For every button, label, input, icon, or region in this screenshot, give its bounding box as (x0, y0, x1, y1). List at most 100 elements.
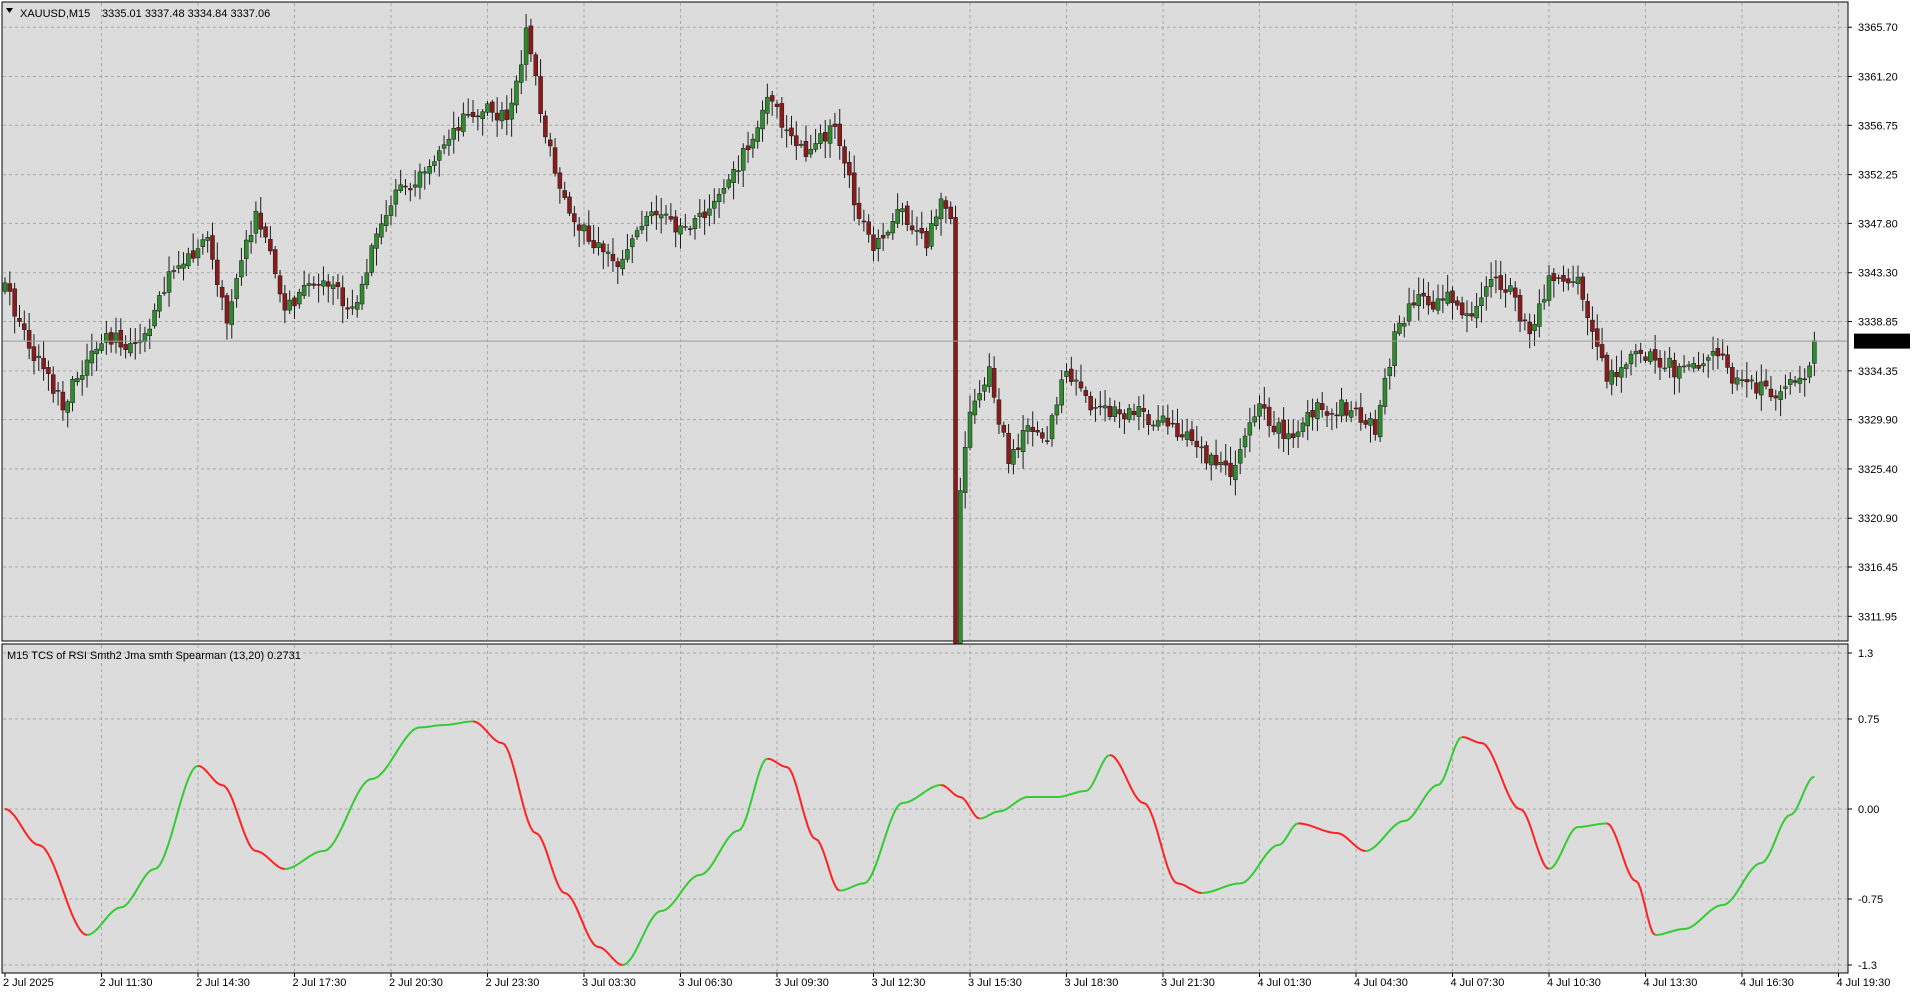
bear-candle-body (996, 399, 1002, 425)
candle (1170, 410, 1175, 428)
time-axis[interactable]: 2 Jul 2025 2 Jul 11:30 2 Jul 14:30 2 Jul 17… (3, 973, 1890, 989)
x-tick-label: 3 Jul 15:30 (968, 977, 1022, 989)
candle (687, 225, 693, 236)
x-tick-label: 4 Jul 19:30 (1837, 977, 1891, 989)
bear-candle-body (769, 95, 775, 102)
candle (1498, 260, 1503, 300)
price-axis[interactable]: 3365.70 3361.20 3356.75 3352.25 3347.80 3343.… (1848, 22, 1898, 623)
bear-candle-body (1344, 402, 1349, 416)
bull-candle-body (75, 378, 80, 383)
candle (1146, 409, 1151, 435)
bear-candle-body (504, 109, 510, 120)
candle (142, 326, 148, 353)
candle (393, 179, 399, 217)
x-tick-label: 2 Jul 2025 (3, 977, 54, 989)
candle (1155, 405, 1161, 431)
candle (1754, 371, 1759, 400)
candle (1112, 400, 1117, 423)
bear-candle-body (190, 250, 196, 259)
candle (1136, 396, 1142, 431)
bull-candle-body (1136, 406, 1142, 417)
candle (1551, 268, 1557, 298)
candle (890, 213, 896, 240)
candle (1522, 313, 1528, 331)
candle (1643, 351, 1648, 363)
candle (866, 214, 871, 243)
y-tick-label: 3325.40 (1858, 464, 1898, 476)
candle (1006, 424, 1011, 474)
bull-candle-body (1305, 412, 1310, 427)
bear-candle-body (31, 346, 37, 361)
indicator-falling-segment (1606, 822, 1656, 936)
bear-candle-body (60, 391, 66, 411)
bull-candle-body (70, 378, 75, 403)
bull-candle-body (818, 133, 823, 144)
bull-candle-body (987, 366, 992, 387)
candle (1590, 306, 1595, 349)
candle (1054, 396, 1060, 425)
candle (1604, 352, 1610, 389)
bear-candle-body (1358, 407, 1364, 423)
bull-candle-body (393, 189, 399, 205)
symbol-header[interactable]: XAUUSD,M15 3335.01 3337.48 3334.84 3337.… (6, 8, 270, 20)
bull-candle-body (364, 272, 370, 286)
candle (1734, 369, 1740, 391)
bear-candle-body (1599, 344, 1605, 359)
candle (702, 199, 707, 235)
bull-candle-body (417, 171, 423, 188)
bear-candle-body (528, 25, 534, 55)
bear-candle-body (1590, 319, 1595, 332)
candle (673, 209, 678, 248)
candle (572, 206, 577, 237)
bull-candle-body (509, 102, 514, 120)
bear-candle-body (17, 318, 22, 322)
candle (1271, 411, 1277, 436)
candle (1440, 284, 1446, 314)
indicator-axis[interactable]: 1.3 0.75 0.00 -0.75 -1.3 (1848, 648, 1883, 972)
candle (716, 188, 722, 218)
bear-candle-body (1281, 419, 1286, 439)
bear-candle-body (905, 205, 910, 226)
candle (1426, 281, 1431, 315)
candle (70, 375, 75, 412)
candle (1078, 364, 1084, 392)
bull-candle-body (1093, 407, 1098, 409)
candle (1783, 374, 1788, 399)
candle (104, 320, 109, 355)
x-tick-label: 3 Jul 18:30 (1065, 977, 1119, 989)
candle (311, 276, 317, 290)
bull-candle-body (1508, 285, 1513, 292)
bear-candle-body (851, 172, 857, 206)
bear-candle-body (1580, 276, 1586, 300)
bear-candle-body (1334, 414, 1339, 417)
bear-candle-body (1223, 460, 1228, 466)
candle (1025, 418, 1031, 445)
last-price-tag: 3337.06 (1854, 333, 1910, 349)
candle (364, 258, 370, 289)
bull-candle-body (369, 245, 374, 273)
bear-candle-body (1170, 422, 1175, 425)
bear-candle-body (745, 145, 751, 150)
candle (1310, 398, 1315, 431)
candle (84, 343, 90, 388)
bull-candle-body (890, 221, 896, 234)
bull-candle-body (1807, 365, 1812, 378)
candle (190, 233, 196, 263)
bear-candle-body (1044, 440, 1050, 442)
x-tick-label: 4 Jul 16:30 (1740, 977, 1794, 989)
bear-candle-body (803, 140, 809, 157)
candle (1411, 289, 1417, 309)
bull-candle-body (1749, 379, 1754, 382)
candle (1247, 407, 1253, 453)
candle (721, 179, 727, 204)
candle (1459, 296, 1465, 319)
bear-candle-body (1638, 349, 1643, 354)
candle (1213, 439, 1219, 470)
bull-candle-body (1628, 353, 1634, 365)
bull-candle-body (1126, 408, 1132, 420)
bull-candle-body (1575, 276, 1581, 284)
candle (1098, 391, 1103, 416)
bull-candle-body (900, 208, 905, 213)
chevron-down-icon[interactable] (6, 8, 13, 13)
